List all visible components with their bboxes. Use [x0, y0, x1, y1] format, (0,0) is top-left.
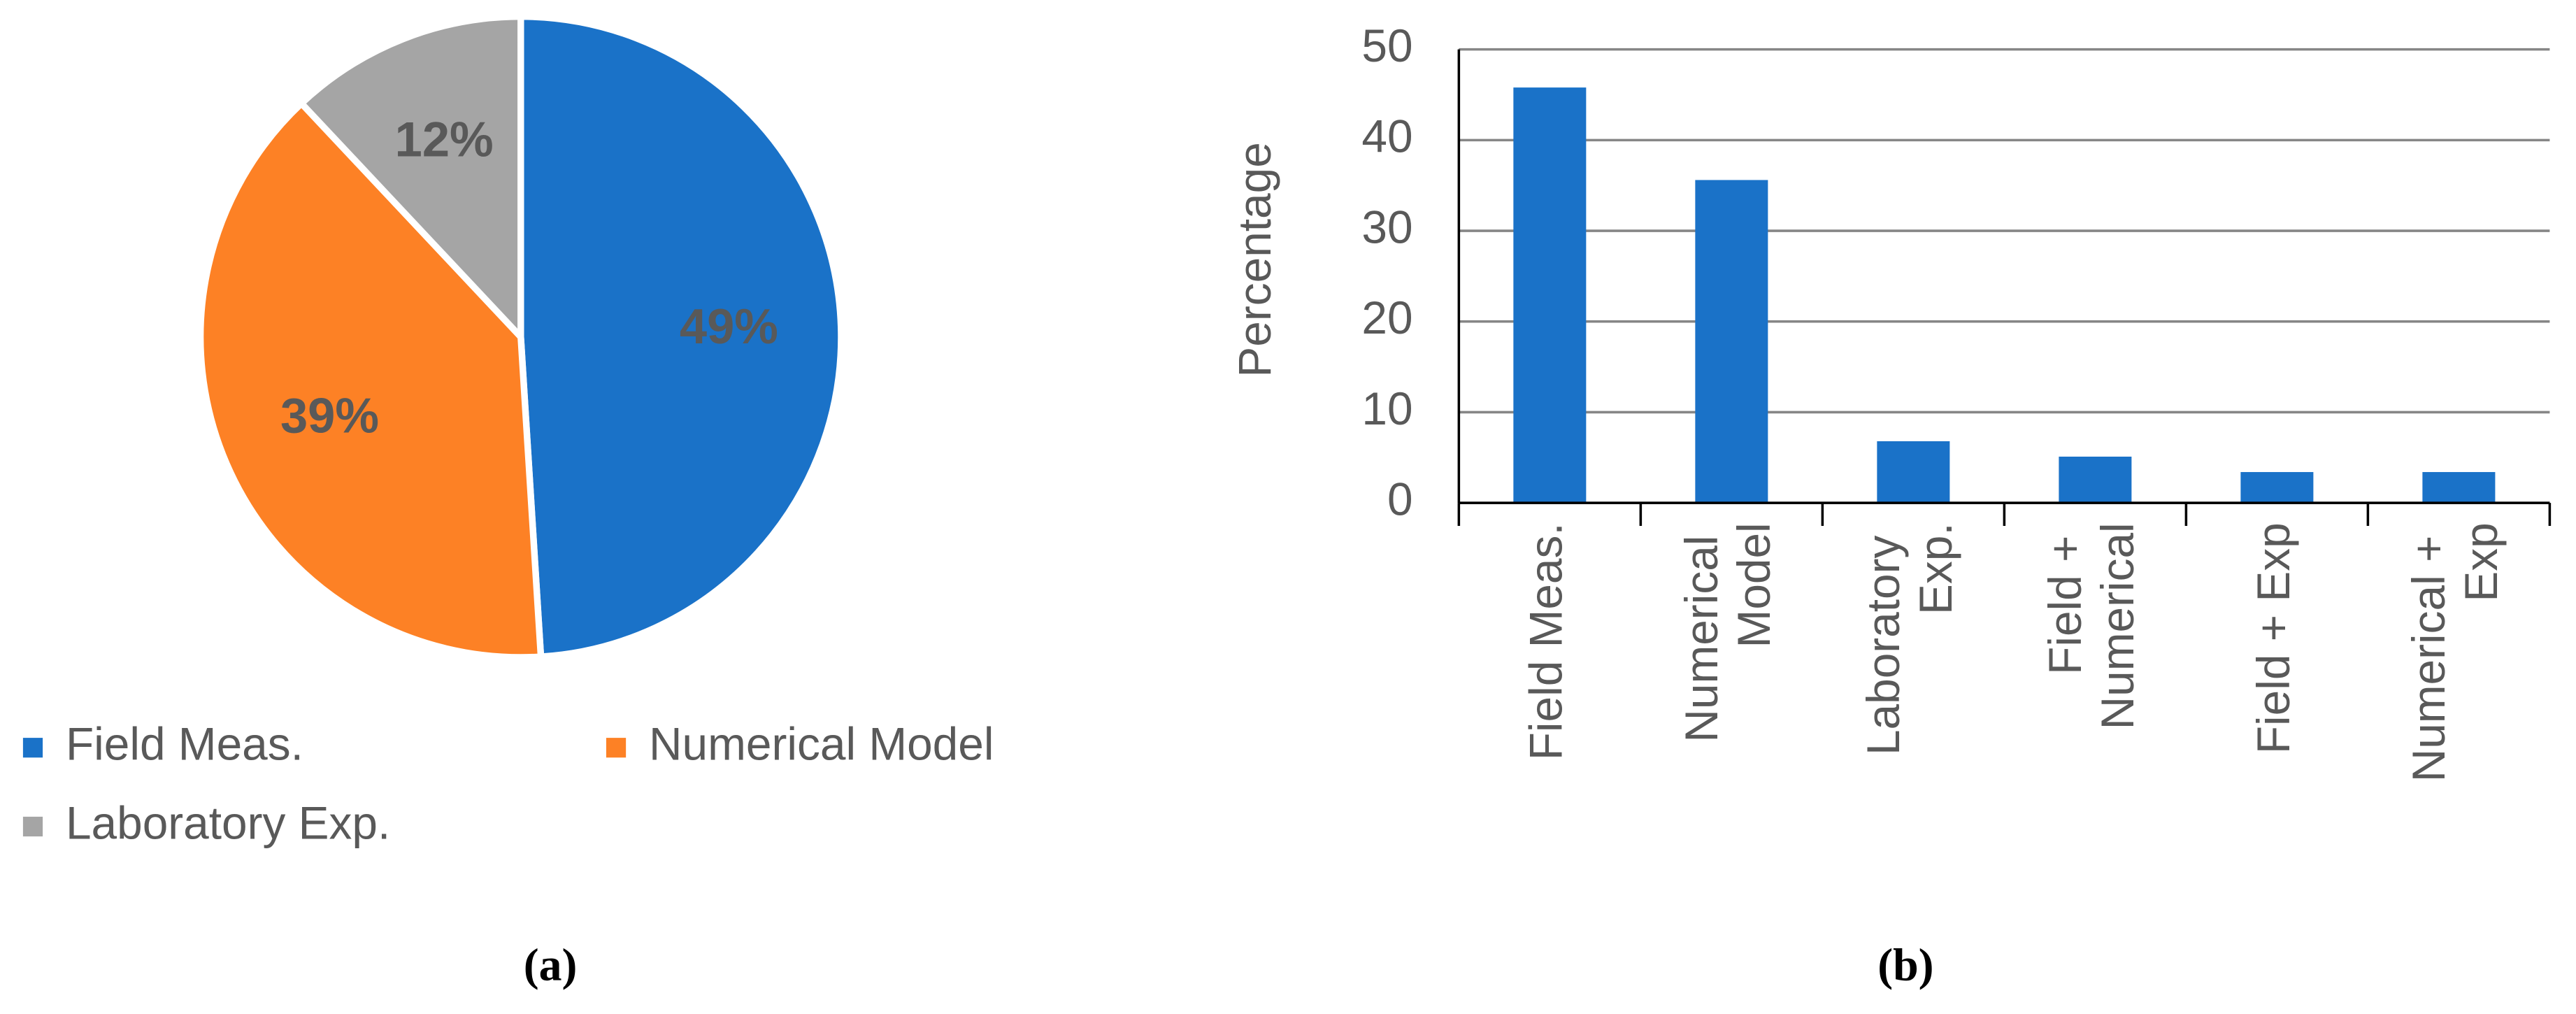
x-tick-label: Field + Numerical [2039, 522, 2143, 729]
legend-label: Numerical Model [649, 718, 994, 770]
y-tick-label: 50 [1361, 20, 1412, 71]
x-tick-label: Numerical Model [1675, 522, 1780, 742]
bar [1877, 441, 1950, 504]
y-tick-label: 10 [1361, 383, 1412, 434]
y-tick-label: 0 [1387, 473, 1413, 525]
legend-label: Field Meas. [66, 718, 303, 770]
x-tick-label: Field + Exp [2247, 522, 2299, 754]
bar [1695, 180, 1768, 504]
y-tick-label: 20 [1361, 292, 1412, 343]
data-label: 39% [280, 388, 379, 443]
y-tick-label: 30 [1361, 201, 1412, 252]
data-label: 49% [680, 299, 778, 354]
bar [2059, 456, 2132, 504]
x-tick-label: Field Meas. [1520, 522, 1572, 760]
data-label: 12% [395, 112, 494, 167]
pie-slice [296, 13, 524, 345]
legend-swatch [22, 816, 43, 837]
bar [2422, 472, 2496, 504]
caption: (a) [524, 939, 578, 990]
bar [2240, 472, 2314, 504]
legend-swatch [22, 738, 43, 758]
pie-slice [196, 99, 545, 661]
caption: (b) [1877, 939, 1933, 990]
bar [1513, 87, 1587, 504]
x-tick-label: Laboratory Exp. [1857, 522, 1961, 755]
legend-label: Laboratory Exp. [66, 797, 390, 848]
legend-swatch [606, 738, 627, 758]
pie-slice [517, 13, 845, 661]
y-axis-label: Percentage [1229, 142, 1280, 377]
y-tick-label: 40 [1361, 110, 1412, 162]
x-tick-label: Numerical + Exp [2403, 522, 2507, 782]
